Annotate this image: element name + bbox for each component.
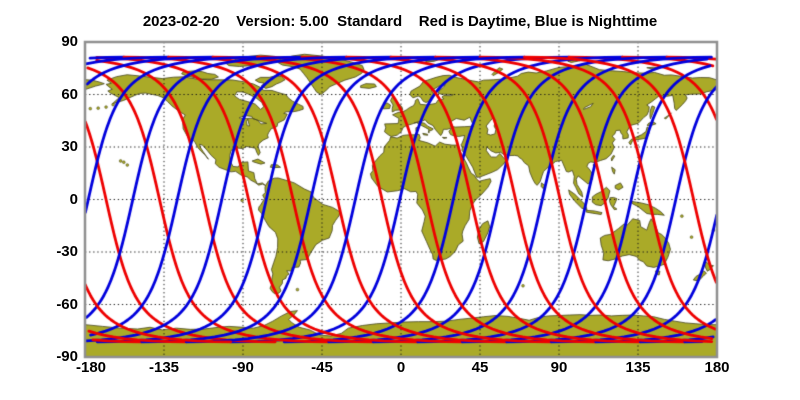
y-tick-label: -90: [56, 348, 78, 365]
y-tick-label: -30: [56, 243, 78, 260]
x-tick-label: 90: [550, 359, 568, 376]
y-tick-label: -60: [56, 295, 78, 313]
x-tick-label: 0: [396, 359, 406, 376]
y-tick-label: 0: [69, 190, 78, 208]
x-tick-label: 45: [471, 359, 489, 376]
x-tick-label: -180: [75, 359, 107, 376]
x-tick-label: -135: [148, 359, 180, 376]
chart-title: 2023-02-20 Version: 5.00 Standard Red is…: [142, 13, 658, 30]
x-tick-label: 180: [704, 359, 730, 376]
y-tick-label: 90: [61, 33, 78, 50]
x-tick-label: 135: [625, 359, 651, 376]
y-tick-label: 60: [61, 85, 78, 103]
y-tick-label: 30: [61, 138, 78, 155]
x-tick-label: -45: [311, 359, 333, 376]
x-tick-label: -90: [232, 359, 254, 376]
